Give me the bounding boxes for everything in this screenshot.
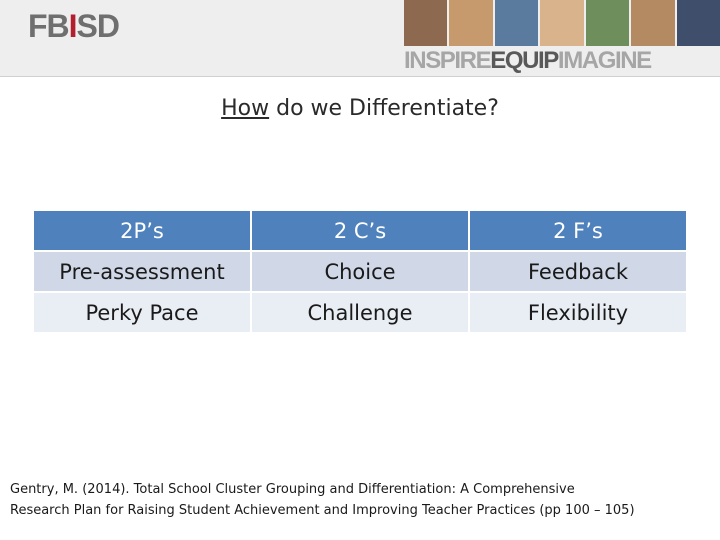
title-rest: do we Differentiate? bbox=[269, 96, 499, 121]
slogan-imagine: IMAGINE bbox=[557, 48, 652, 74]
table-cell: Perky Pace bbox=[32, 291, 252, 334]
table-cell: Flexibility bbox=[468, 291, 688, 334]
table-header-row: 2P’s 2 C’s 2 F’s bbox=[32, 209, 688, 252]
student-photo bbox=[404, 0, 448, 46]
table-row: Perky Pace Challenge Flexibility bbox=[32, 291, 688, 334]
logo-text-sd: SD bbox=[76, 8, 120, 44]
slide-title: How do we Differentiate? bbox=[0, 96, 720, 121]
citation-line-1: Gentry, M. (2014). Total School Cluster … bbox=[10, 482, 575, 497]
logo-text-fb: FB bbox=[28, 8, 70, 44]
column-header-2fs: 2 F’s bbox=[468, 209, 688, 252]
fbisd-logo: FBISD bbox=[28, 8, 120, 45]
citation: Gentry, M. (2014). Total School Cluster … bbox=[10, 479, 715, 521]
student-photo bbox=[449, 0, 493, 46]
logo-text-i: I bbox=[68, 8, 78, 44]
slogan-equip: EQUIP bbox=[490, 48, 559, 74]
student-photo bbox=[494, 0, 539, 46]
student-photo bbox=[631, 0, 675, 46]
title-underlined-word: How bbox=[221, 96, 270, 121]
differentiation-table: 2P’s 2 C’s 2 F’s Pre-assessment Choice F… bbox=[32, 209, 688, 334]
slogan-inspire: INSPIRE bbox=[404, 48, 492, 74]
student-photo bbox=[585, 0, 630, 46]
table-cell: Choice bbox=[250, 250, 470, 293]
table-cell: Pre-assessment bbox=[32, 250, 252, 293]
column-header-2ps: 2P’s bbox=[32, 209, 252, 252]
table-cell: Challenge bbox=[250, 291, 470, 334]
student-photo bbox=[676, 0, 720, 46]
student-photo-strip bbox=[404, 0, 720, 46]
column-header-2cs: 2 C’s bbox=[250, 209, 470, 252]
citation-line-2: Research Plan for Raising Student Achiev… bbox=[10, 503, 635, 518]
student-photo bbox=[540, 0, 584, 46]
table-row: Pre-assessment Choice Feedback bbox=[32, 250, 688, 293]
slogan: INSPIREEQUIPIMAGINE bbox=[404, 48, 720, 74]
table-cell: Feedback bbox=[468, 250, 688, 293]
header-banner: FBISD INSPIREEQUIPIMAGINE bbox=[0, 0, 720, 77]
